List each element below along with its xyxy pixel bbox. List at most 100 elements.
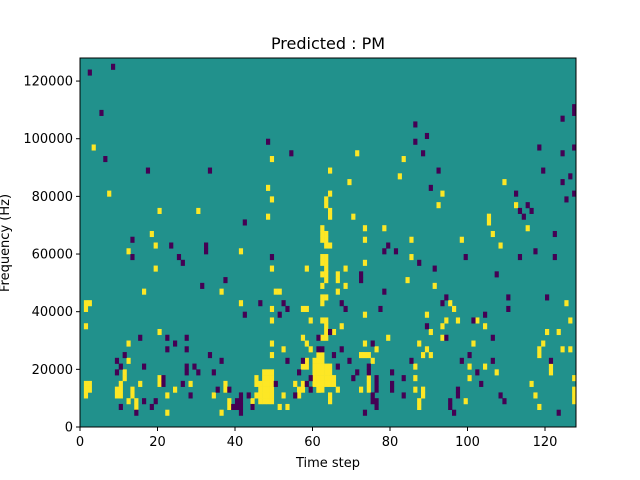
heatmap-cell-high [328,392,333,399]
heatmap-cell-high [370,357,375,364]
heatmap-cell-high [269,380,275,387]
heatmap-cell-low [525,202,530,209]
heatmap-cell-low [452,409,457,416]
heatmap-cell-high [157,328,162,336]
heatmap-cell-high [223,386,228,393]
heatmap-cell-low [184,346,189,353]
heatmap-cell-high [328,207,333,214]
heatmap-cell-high [467,363,472,370]
heatmap-cell-high [262,369,267,376]
heatmap-cell-high [467,375,472,382]
heatmap-cell-low [560,150,565,157]
heatmap-cell-high [273,288,278,295]
heatmap-cell-high [556,328,561,336]
heatmap-cell-low [289,150,294,157]
heatmap-cell-high [328,369,333,376]
heatmap-cell-high [324,380,329,387]
heatmap-cell-high [266,375,271,382]
heatmap-cell-low [494,271,499,278]
heatmap-cell-low [316,346,321,353]
heatmap-cell-high [328,242,333,249]
heatmap-cell-high [444,317,449,324]
heatmap-cell-low [455,392,461,399]
heatmap-cell-high [351,213,356,220]
plot-area [79,57,577,428]
heatmap-cell-high [413,363,418,370]
heatmap-cell-low [490,357,495,364]
heatmap-cell-high [173,386,178,393]
heatmap-cell-low [556,409,561,416]
heatmap-cell-low [355,369,360,376]
heatmap-cell-high [428,352,433,359]
heatmap-cell-low [370,340,375,347]
heatmap-cell-high [386,334,391,341]
heatmap-cell-high [355,150,360,157]
heatmap-cell-high [320,271,325,278]
heatmap-cell-low [184,334,189,341]
heatmap-cell-low [424,323,430,330]
heatmap-cell-high [537,403,542,411]
heatmap-cell-high [300,334,306,341]
heatmap-cell-low [242,311,247,318]
heatmap-cell-high [459,236,464,243]
heatmap-cell-low [149,403,154,411]
heatmap-cell-low [390,369,395,376]
heatmap-cell-high [483,323,488,330]
heatmap-cell-high [366,380,371,387]
heatmap-cell-high [293,380,298,387]
heatmap-cell-low [246,392,251,399]
heatmap-cell-low [459,357,464,364]
heatmap-cell-low [238,409,244,416]
heatmap-cell-high [300,363,306,370]
heatmap-cell-high [266,184,271,191]
heatmap-cell-high [486,219,492,226]
heatmap-cell-high [266,398,271,405]
heatmap-cell-high [494,369,499,376]
heatmap-cell-high [525,225,530,232]
heatmap-cell-low [351,375,356,382]
heatmap-cell-low [273,380,278,387]
heatmap-cell-low [370,392,375,399]
heatmap-cell-high [343,265,348,272]
heatmap-cell-high [545,328,550,336]
heatmap-cell-high [83,300,89,307]
heatmap-cell-high [320,363,325,370]
heatmap-cell-high [281,392,286,399]
heatmap-cell-low [374,375,379,382]
heatmap-cell-low [211,369,216,376]
heatmap-cell-high [258,392,263,399]
heatmap-cell-high [126,340,131,347]
heatmap-cell-high [421,392,426,399]
heatmap-cell-high [362,340,368,347]
heatmap-cell-high [266,386,271,393]
heatmap-cell-low [99,109,104,116]
heatmap-cell-low [502,398,507,405]
heatmap-cell-high [366,386,371,393]
heatmap-cell-low [374,398,379,405]
heatmap-cell-low [169,242,174,249]
y-tick-label: 60000 [32,248,73,263]
heatmap-cell-low [153,398,158,405]
chart-title: Predicted : PM [271,34,385,53]
heatmap-cell-low [463,254,468,261]
heatmap-cell-high [219,409,224,416]
heatmap-cell-low [413,138,418,145]
heatmap-cell-high [316,352,321,359]
heatmap-cell-low [180,380,185,387]
heatmap-cell-low [238,403,244,411]
heatmap-cell-low [173,340,178,347]
heatmap-cell-high [409,254,414,261]
heatmap-cell-low [204,248,209,255]
heatmap-cell-high [320,230,325,238]
heatmap-cell-low [308,386,313,393]
heatmap-cell-high [572,375,577,382]
heatmap-cells [83,63,577,416]
heatmap-cell-low [235,398,240,405]
heatmap-cell-high [316,363,321,370]
heatmap-cell-high [320,300,325,307]
heatmap-cell-high [413,386,418,393]
heatmap-cell-high [452,305,457,312]
heatmap-cell-high [320,236,325,243]
heatmap-cell-high [440,190,445,197]
heatmap-cell-low [366,363,371,370]
